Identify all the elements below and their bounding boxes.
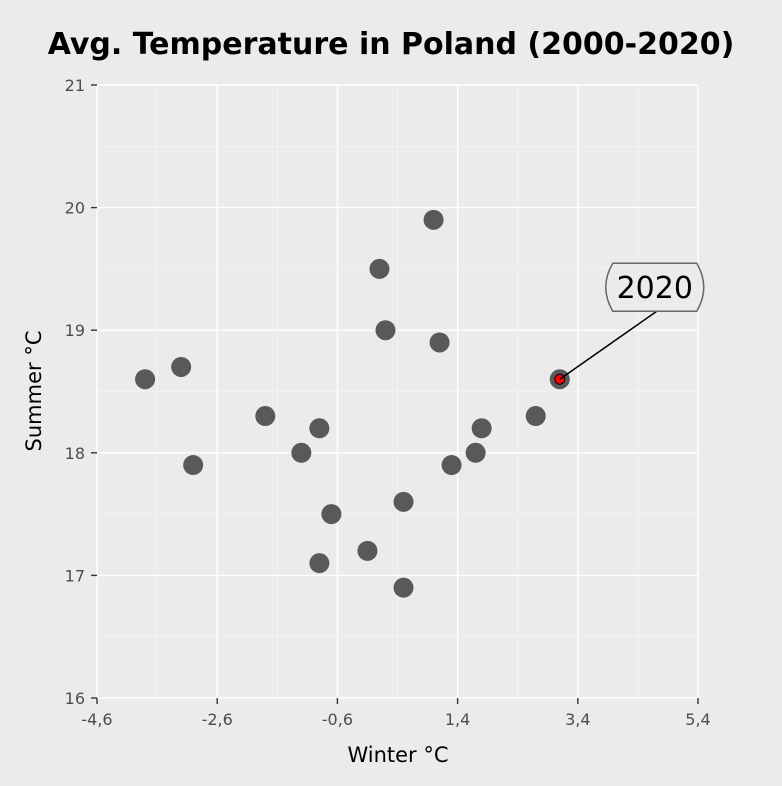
data-point: [135, 369, 156, 390]
data-point: [309, 418, 330, 439]
x-tick-label: 5,4: [685, 710, 710, 729]
data-point: [375, 320, 396, 341]
x-tick-label: 3,4: [565, 710, 590, 729]
y-tick-label: 18: [65, 444, 85, 463]
data-point: [369, 258, 390, 279]
x-tick-label: -4,6: [81, 710, 112, 729]
annotation: 2020: [559, 262, 705, 380]
data-point: [525, 406, 546, 427]
data-point: [357, 540, 378, 561]
data-point: [471, 418, 492, 439]
annotation-label: 2020: [617, 271, 693, 306]
axes: -4,6 -2,6 -0,6 1,4 3,4 5,4 16 17 18 19 20 21: [65, 76, 711, 729]
annotation-line: [559, 310, 658, 380]
x-tick-label: 1,4: [445, 710, 470, 729]
data-point: [255, 406, 276, 427]
x-tick-label: -0,6: [322, 710, 353, 729]
data-point: [291, 442, 312, 463]
data-point: [423, 209, 444, 230]
data-point: [441, 455, 462, 476]
y-tick-label: 20: [65, 199, 85, 218]
y-tick-label: 21: [65, 76, 85, 95]
grid: [96, 84, 699, 699]
data-point: [321, 504, 342, 525]
y-tick-label: 17: [65, 566, 85, 585]
y-tick-label: 19: [65, 321, 85, 340]
y-axis-label: Summer °C: [22, 331, 46, 452]
data-point: [465, 442, 486, 463]
points: [135, 209, 570, 598]
data-point: [171, 356, 192, 377]
x-tick-label: -2,6: [202, 710, 233, 729]
data-point: [429, 332, 450, 353]
y-tick-label: 16: [65, 689, 85, 708]
data-point: [309, 553, 330, 574]
x-axis-label: Winter °C: [347, 743, 448, 767]
data-point: [393, 577, 414, 598]
data-point: [393, 491, 414, 512]
data-point: [183, 455, 204, 476]
chart-title: Avg. Temperature in Poland (2000-2020): [48, 27, 735, 62]
annotation-box: [605, 262, 705, 312]
